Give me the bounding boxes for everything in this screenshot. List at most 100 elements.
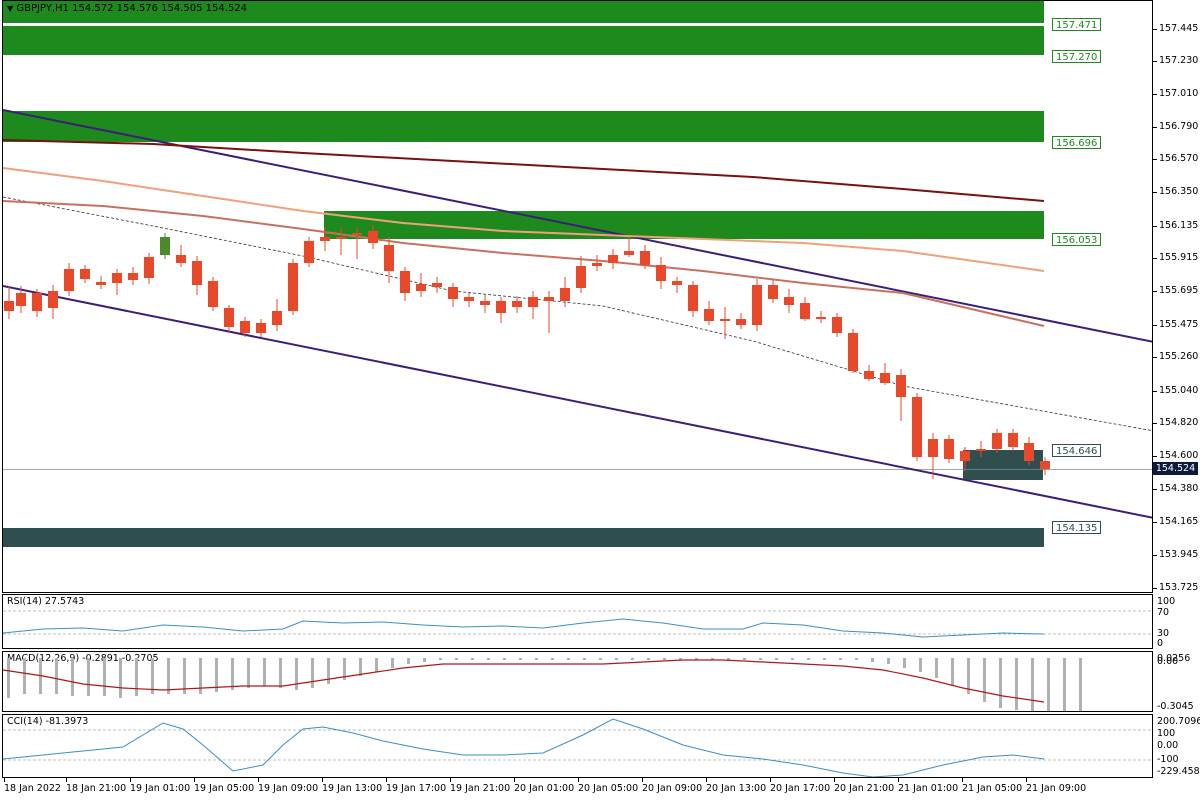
bearish-candle	[1008, 433, 1018, 447]
bearish-candle	[352, 233, 362, 235]
cci-title: CCI(14) -81.3973	[7, 716, 89, 727]
bullish-candle	[160, 237, 170, 255]
bearish-candle	[528, 297, 538, 307]
demand-zone	[3, 528, 1044, 547]
macd-axis-label: 0.0256	[1157, 653, 1191, 664]
supply-zone	[3, 111, 1044, 142]
bearish-candle	[32, 293, 42, 311]
cci-line	[3, 718, 1045, 777]
macd-histogram-bar	[327, 658, 330, 684]
macd-histogram-bar	[23, 658, 26, 694]
bearish-candle	[96, 282, 106, 285]
zone-price-label: 156.053	[1052, 233, 1102, 246]
time-axis-tick	[450, 778, 451, 782]
macd-histogram-bar	[103, 658, 106, 696]
price-chart-panel[interactable]: ▼ GBPJPY,H1 154.572 154.576 154.505 154.…	[2, 0, 1153, 593]
time-axis-label: 18 Jan 2022	[4, 783, 61, 794]
time-axis-label: 18 Jan 21:00	[66, 783, 127, 794]
bearish-candle	[304, 241, 314, 263]
price-axis-label: 155.915	[1159, 252, 1199, 263]
rsi-panel[interactable]: RSI(14) 27.5743	[2, 594, 1153, 649]
macd-histogram-bar	[183, 658, 186, 694]
macd-panel[interactable]: MACD(12,26,9) -0.2891 -0.2705	[2, 651, 1153, 712]
triangle-down-icon[interactable]: ▼	[7, 4, 14, 13]
price-axis-label: 154.380	[1159, 483, 1199, 494]
price-axis-label: 157.230	[1159, 55, 1199, 66]
time-axis-tick	[66, 778, 67, 782]
rsi-line	[3, 618, 1045, 638]
macd-histogram-bar	[647, 658, 650, 660]
price-axis-label: 153.725	[1159, 582, 1199, 593]
bearish-candle	[560, 288, 570, 301]
macd-histogram-bar	[215, 658, 218, 692]
bearish-candle	[848, 333, 858, 371]
macd-histogram-bar	[823, 658, 826, 660]
macd-histogram-bar	[903, 658, 906, 668]
time-axis-label: 21 Jan 05:00	[962, 783, 1023, 794]
macd-histogram-bar	[1031, 658, 1034, 711]
price-axis-tick	[1153, 522, 1157, 523]
bearish-candle	[48, 291, 58, 308]
bearish-candle	[432, 283, 442, 287]
cci-axis-label: -100	[1157, 754, 1179, 765]
macd-histogram-bar	[7, 658, 10, 698]
macd-histogram-bar	[679, 658, 682, 660]
bearish-candle	[400, 271, 410, 293]
macd-histogram-bar	[951, 658, 954, 686]
price-axis-tick	[1153, 291, 1157, 292]
macd-histogram-bar	[167, 658, 170, 694]
macd-histogram-bar	[519, 658, 522, 660]
bearish-candle	[464, 297, 474, 301]
bearish-candle	[944, 439, 954, 459]
bearish-candle	[144, 257, 154, 278]
price-axis-label: 154.600	[1159, 450, 1199, 461]
macd-histogram-bar	[71, 658, 74, 696]
bearish-candle	[448, 287, 458, 299]
macd-histogram-bar	[407, 658, 410, 664]
cci-svg	[3, 718, 1152, 777]
bearish-candle	[288, 263, 298, 311]
macd-histogram-bar	[839, 658, 842, 660]
macd-histogram-bar	[279, 658, 282, 688]
bearish-candle	[928, 439, 938, 457]
macd-histogram-bar	[231, 658, 234, 690]
time-axis-label: 19 Jan 21:00	[450, 783, 511, 794]
channel-upper-line	[3, 109, 1152, 343]
rsi-axis-label: 70	[1157, 607, 1170, 618]
bearish-candle	[80, 269, 90, 279]
macd-histogram-bar	[391, 658, 394, 668]
time-axis-tick	[258, 778, 259, 782]
macd-histogram-bar	[535, 658, 538, 660]
time-axis-label: 19 Jan 05:00	[194, 783, 255, 794]
price-axis: 157.445 157.230 157.010 156.790 156.570 156.3…	[1153, 0, 1200, 593]
time-axis-label: 20 Jan 09:00	[642, 783, 703, 794]
price-axis-label: 155.040	[1159, 385, 1199, 396]
time-axis-tick	[322, 778, 323, 782]
macd-axis-label: -0.3045	[1157, 701, 1194, 712]
time-axis-tick	[130, 778, 131, 782]
bearish-candle	[4, 301, 14, 311]
price-axis-label: 156.350	[1159, 186, 1199, 197]
cci-panel[interactable]: CCI(14) -81.3973	[2, 714, 1153, 778]
price-axis-tick	[1153, 588, 1157, 589]
macd-histogram-bar	[439, 658, 442, 660]
bearish-candle	[192, 261, 202, 285]
bearish-candle	[112, 273, 122, 283]
price-axis-tick	[1153, 192, 1157, 193]
price-axis-label: 153.945	[1159, 549, 1199, 560]
macd-histogram-bar	[967, 658, 970, 694]
bearish-candle	[416, 284, 426, 291]
time-axis-tick	[4, 778, 5, 782]
macd-histogram-bar	[199, 658, 202, 694]
bearish-candle	[496, 301, 506, 313]
price-axis-label: 157.010	[1159, 88, 1199, 99]
bearish-candle	[1024, 443, 1034, 461]
time-axis-tick	[578, 778, 579, 782]
time-axis-tick	[194, 778, 195, 782]
bearish-candle	[16, 293, 26, 306]
bearish-candle	[544, 297, 554, 301]
macd-histogram-bar	[887, 658, 890, 664]
bearish-candle	[240, 321, 250, 333]
macd-histogram-bar	[1015, 658, 1018, 710]
time-axis-tick	[834, 778, 835, 782]
